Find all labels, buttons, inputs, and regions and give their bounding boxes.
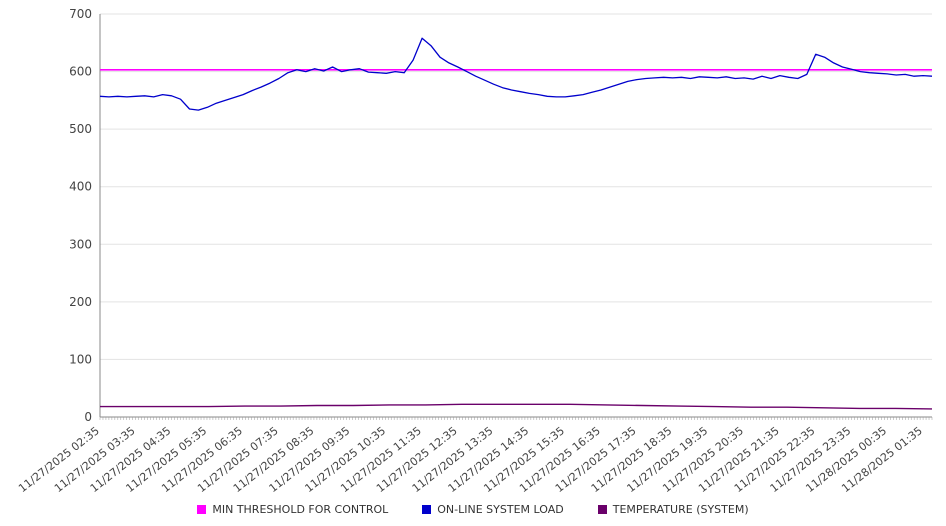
legend-swatch-temperature-icon [597, 504, 607, 514]
svg-text:100: 100 [69, 352, 92, 366]
legend-item-system-load[interactable]: ON-LINE SYSTEM LOAD [422, 502, 564, 516]
legend-label-temperature: TEMPERATURE (SYSTEM) [612, 502, 749, 516]
legend-swatch-system-load-icon [422, 504, 432, 514]
chart-legend: MIN THRESHOLD FOR CONTROL ON-LINE SYSTEM… [0, 494, 946, 524]
svg-text:600: 600 [69, 65, 92, 79]
legend-item-min-threshold[interactable]: MIN THRESHOLD FOR CONTROL [197, 503, 388, 516]
svg-text:700: 700 [69, 7, 92, 21]
svg-text:500: 500 [69, 122, 92, 136]
svg-text:200: 200 [69, 295, 92, 309]
legend-label-system-load: ON-LINE SYSTEM LOAD [437, 502, 564, 516]
svg-text:300: 300 [69, 237, 92, 251]
line-chart: 0 100 200 300 400 500 600 700 11/27/2025 02:35 11… [16, 7, 933, 494]
legend-item-temperature[interactable]: TEMPERATURE (SYSTEM) [597, 502, 749, 516]
legend-label-min-threshold: MIN THRESHOLD FOR CONTROL [212, 502, 389, 516]
svg-text:400: 400 [69, 180, 92, 194]
svg-text:0: 0 [84, 410, 92, 424]
legend-swatch-min-threshold-icon [197, 504, 207, 514]
